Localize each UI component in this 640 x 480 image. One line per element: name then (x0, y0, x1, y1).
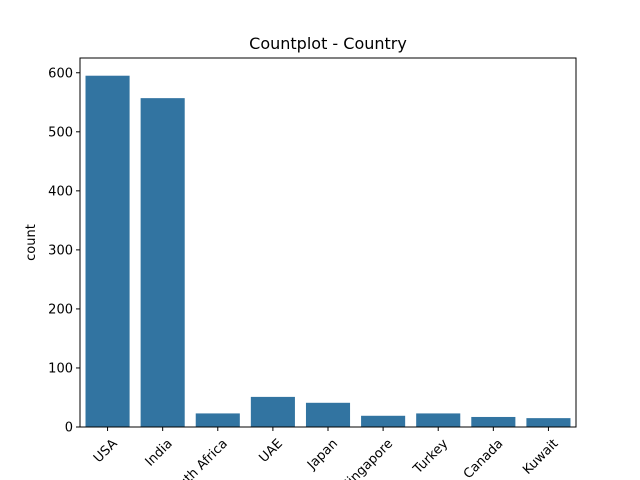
y-axis-label: count (24, 224, 39, 261)
y-tick-label: 400 (48, 184, 73, 199)
x-tick-label: Singapore (339, 436, 396, 480)
x-tick-label: South Africa (164, 436, 230, 480)
y-tick-label: 200 (48, 302, 73, 317)
bar-kuwait (526, 418, 571, 427)
y-tick-label: 0 (65, 421, 73, 436)
bar-singapore (361, 415, 406, 427)
x-tick-label: USA (91, 436, 121, 466)
bar-usa (85, 75, 130, 428)
x-tick-label: Canada (461, 436, 507, 480)
y-tick-label: 600 (48, 66, 73, 81)
chart-title: Countplot - Country (249, 34, 407, 53)
x-tick-label: Japan (304, 436, 341, 473)
y-tick-label: 100 (48, 361, 73, 376)
bar-turkey (416, 413, 461, 427)
bar-japan (305, 402, 351, 427)
x-tick-label: UAE (257, 436, 286, 465)
bar-india (140, 98, 185, 428)
y-tick-label: 500 (48, 125, 73, 140)
bar-canada (471, 416, 516, 427)
bar-south-africa (195, 413, 240, 427)
x-tick-label: India (143, 436, 176, 469)
y-tick-label: 300 (48, 243, 73, 258)
bar-uae (250, 396, 295, 427)
x-tick-label: Kuwait (520, 436, 561, 477)
x-tick-label: Turkey (410, 436, 451, 477)
